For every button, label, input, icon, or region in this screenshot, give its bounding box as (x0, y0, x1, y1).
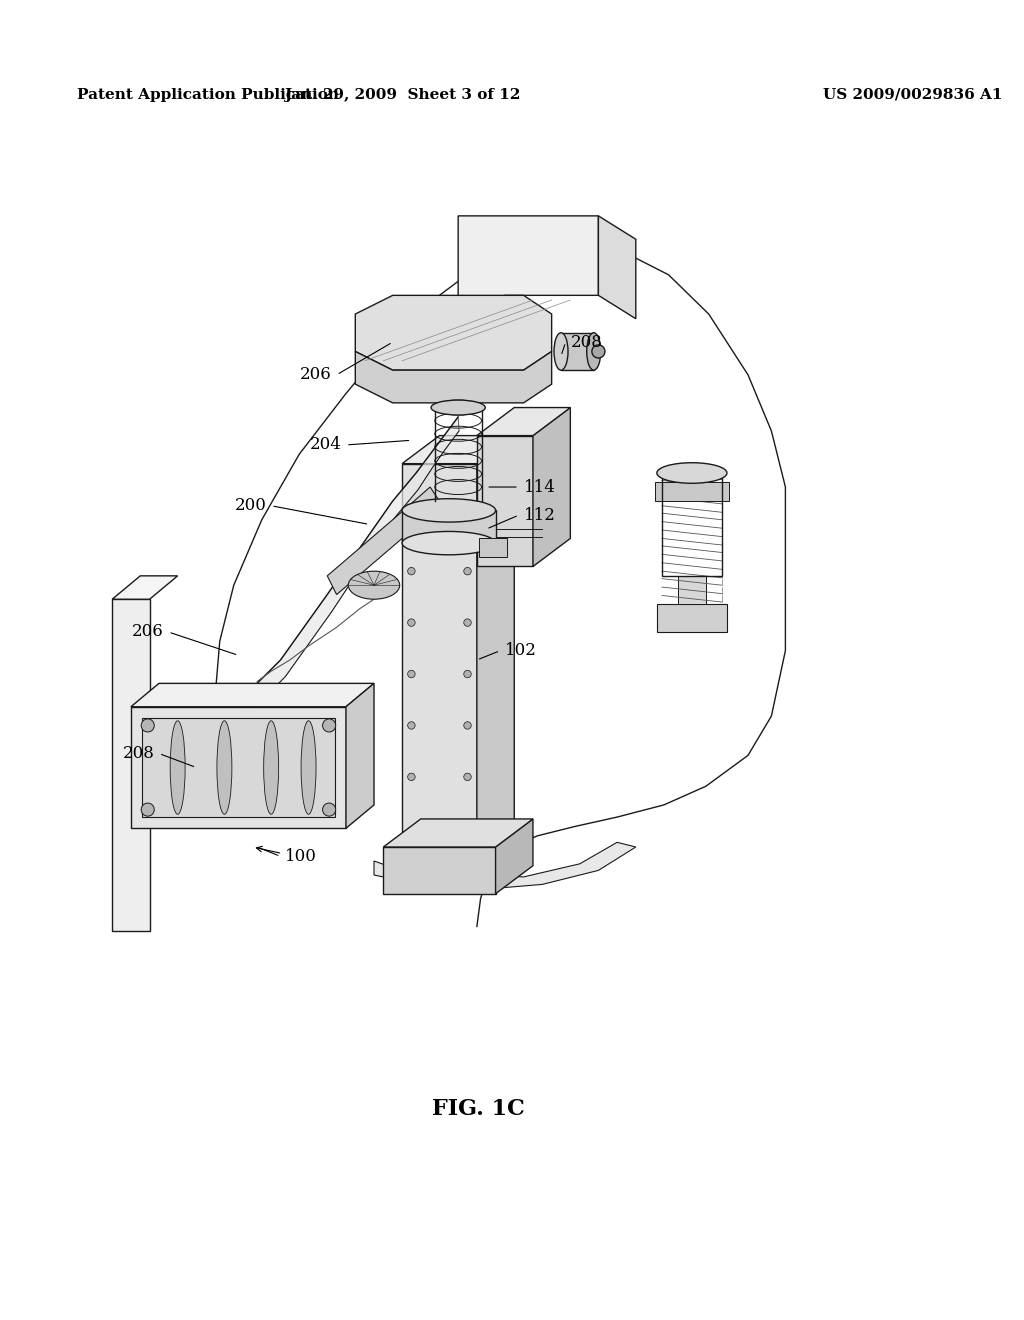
Text: Patent Application Publication: Patent Application Publication (77, 87, 339, 102)
Ellipse shape (408, 619, 415, 626)
Polygon shape (355, 296, 552, 370)
Text: Jan. 29, 2009  Sheet 3 of 12: Jan. 29, 2009 Sheet 3 of 12 (284, 87, 520, 102)
Text: US 2009/0029836 A1: US 2009/0029836 A1 (823, 87, 1002, 102)
Ellipse shape (464, 671, 471, 677)
Ellipse shape (141, 719, 155, 733)
Text: FIG. 1C: FIG. 1C (432, 1098, 525, 1119)
Ellipse shape (217, 721, 231, 814)
Polygon shape (243, 417, 459, 714)
Polygon shape (355, 351, 552, 403)
Polygon shape (496, 818, 532, 894)
Polygon shape (346, 684, 374, 829)
Ellipse shape (656, 463, 727, 483)
Polygon shape (654, 482, 729, 502)
Ellipse shape (402, 499, 496, 523)
Text: 100: 100 (285, 847, 317, 865)
Text: 206: 206 (300, 367, 332, 383)
Ellipse shape (408, 774, 415, 780)
Polygon shape (131, 684, 374, 706)
Ellipse shape (170, 721, 185, 814)
Ellipse shape (431, 400, 485, 414)
Text: 208: 208 (123, 744, 155, 762)
Ellipse shape (408, 671, 415, 677)
Polygon shape (402, 463, 477, 847)
Polygon shape (383, 818, 532, 847)
Ellipse shape (587, 333, 601, 370)
Polygon shape (479, 539, 507, 557)
Polygon shape (374, 842, 636, 890)
Polygon shape (402, 511, 496, 543)
Ellipse shape (323, 803, 336, 816)
Text: 204: 204 (309, 437, 341, 454)
Polygon shape (113, 599, 150, 931)
Ellipse shape (141, 803, 155, 816)
Ellipse shape (408, 516, 415, 524)
Polygon shape (383, 847, 496, 894)
Ellipse shape (348, 572, 399, 599)
Text: 112: 112 (523, 507, 555, 524)
Polygon shape (678, 576, 706, 603)
Polygon shape (477, 436, 532, 566)
Polygon shape (402, 436, 514, 463)
Polygon shape (477, 408, 570, 436)
Polygon shape (532, 408, 570, 566)
Text: 114: 114 (523, 479, 555, 495)
Ellipse shape (408, 568, 415, 576)
Ellipse shape (323, 719, 336, 733)
Text: 102: 102 (505, 642, 537, 659)
Polygon shape (142, 718, 335, 817)
Ellipse shape (408, 722, 415, 729)
Ellipse shape (554, 333, 568, 370)
Ellipse shape (263, 721, 279, 814)
Polygon shape (113, 576, 177, 599)
Text: 200: 200 (234, 498, 266, 515)
Polygon shape (477, 436, 514, 847)
Text: 208: 208 (570, 334, 602, 351)
Ellipse shape (464, 722, 471, 729)
Ellipse shape (464, 619, 471, 626)
Ellipse shape (464, 774, 471, 780)
Ellipse shape (464, 568, 471, 576)
Ellipse shape (402, 532, 496, 554)
Polygon shape (458, 216, 598, 314)
Polygon shape (598, 216, 636, 318)
Text: 206: 206 (132, 623, 164, 640)
Polygon shape (561, 333, 594, 370)
Polygon shape (328, 487, 439, 594)
Polygon shape (657, 603, 726, 632)
Ellipse shape (301, 721, 316, 814)
Ellipse shape (592, 345, 605, 358)
Polygon shape (131, 706, 346, 829)
Ellipse shape (464, 516, 471, 524)
